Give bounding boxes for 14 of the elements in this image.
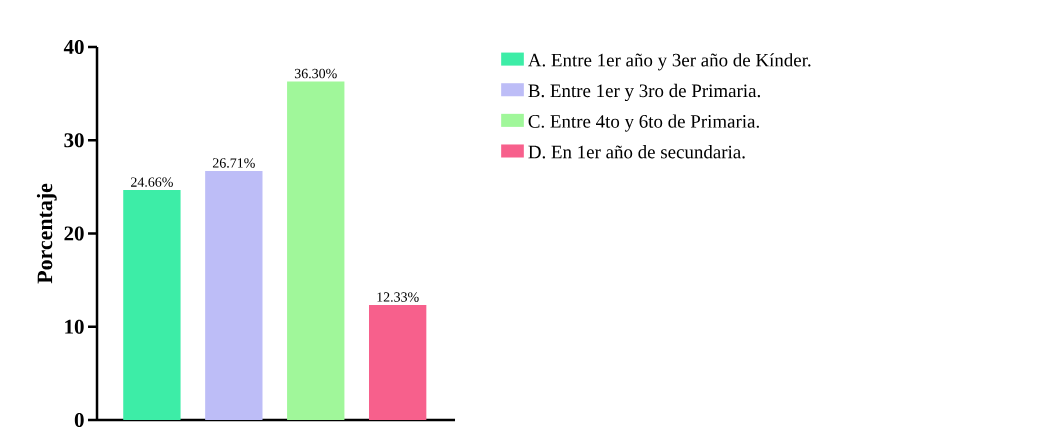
data-label: 26.71%	[212, 158, 255, 168]
legend-label: B. Entre 1er y 3ro de Primaria.	[528, 83, 760, 101]
data-label: 12.33%	[377, 292, 419, 302]
legend-label: D. En 1er año de secundaria.	[528, 144, 745, 159]
y-tick-label: 30	[64, 133, 84, 148]
legend-label: C. Entre 4to y 6to de Primaria.	[528, 114, 759, 132]
y-tick-label: 0	[74, 412, 84, 427]
data-label: 24.66%	[131, 177, 173, 187]
legend-label: A. Entre 1er año y 3er año de Kínder.	[528, 53, 811, 71]
y-tick-label: 20	[64, 226, 84, 241]
data-label: 36.30%	[294, 68, 337, 79]
y-tick-label: 40	[63, 39, 84, 54]
y-tick-label: 10	[65, 319, 84, 334]
y-axis-title: Porcentaje	[36, 183, 57, 284]
